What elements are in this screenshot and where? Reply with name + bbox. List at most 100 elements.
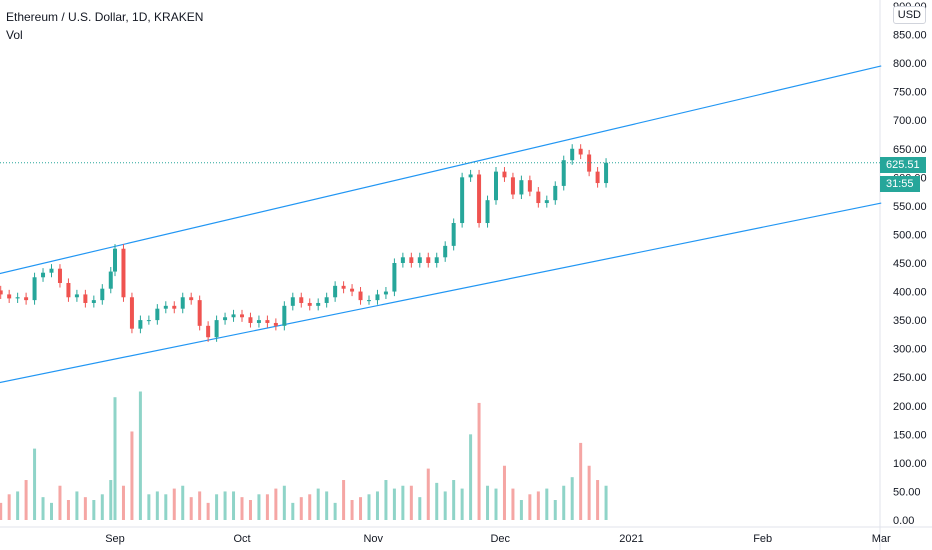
volume-bar: [562, 485, 566, 520]
volume-bar: [0, 502, 3, 520]
volume-bar: [469, 434, 473, 520]
volume-bar: [519, 500, 523, 520]
volume-bar: [291, 502, 295, 520]
candle-body: [24, 297, 29, 301]
volume-indicator-label[interactable]: Vol: [6, 28, 23, 42]
candle-body: [417, 257, 422, 263]
candle-body: [108, 271, 113, 289]
volume-bar: [299, 497, 303, 520]
volume-bar: [333, 502, 337, 520]
candle-body: [7, 294, 12, 299]
volume-bar: [401, 485, 405, 520]
volume-bar: [502, 465, 506, 520]
volume-bar: [215, 494, 219, 520]
volume-bar: [172, 488, 176, 520]
volume-bar: [138, 391, 142, 520]
volume-bar: [579, 442, 583, 520]
candle-body: [155, 308, 160, 321]
candle-body: [434, 257, 439, 263]
candle-body: [100, 288, 105, 301]
candle-body: [91, 300, 96, 303]
volume-bar: [604, 485, 608, 520]
volume-bar: [359, 497, 363, 520]
candle-body: [290, 297, 295, 306]
candle-body: [163, 305, 168, 309]
candle-body: [561, 160, 566, 186]
volume-bar: [570, 477, 574, 520]
volume-bar: [367, 494, 371, 520]
currency-button[interactable]: USD: [892, 6, 926, 24]
candle-body: [553, 185, 558, 201]
volume-bar: [350, 500, 354, 520]
y-tick-label: 650.00: [893, 144, 927, 156]
volume-bar: [308, 494, 312, 520]
volume-bar: [223, 491, 227, 520]
y-tick-label: 800.00: [893, 58, 927, 70]
volume-bar: [486, 485, 490, 520]
volume-bar: [24, 480, 28, 520]
candle-body: [443, 245, 448, 258]
candle-body: [426, 257, 431, 263]
candle-body: [341, 285, 346, 289]
candle-body: [49, 268, 54, 273]
candle-body: [485, 200, 490, 224]
volume-bar: [121, 485, 125, 520]
candle-body: [502, 171, 507, 178]
candle-body: [121, 248, 126, 298]
x-tick-label: Oct: [233, 533, 250, 545]
volume-bar: [265, 494, 269, 520]
candle-body: [265, 320, 270, 323]
y-tick-label: 100.00: [893, 458, 927, 470]
candle-body: [510, 177, 515, 195]
candle-body: [468, 174, 473, 178]
candle-body: [587, 154, 592, 172]
candle-body: [578, 148, 583, 155]
volume-bar: [545, 488, 549, 520]
volume-bar: [443, 491, 447, 520]
volume-bar: [375, 491, 379, 520]
candle-body: [240, 314, 244, 318]
y-tick-label: 300.00: [893, 344, 927, 356]
x-tick-label: Feb: [753, 533, 772, 545]
candle-body: [83, 294, 88, 303]
volume-bar: [392, 488, 396, 520]
candle-body: [66, 282, 71, 298]
candle-body: [0, 290, 3, 295]
candle-body: [172, 305, 177, 309]
y-tick-label: 850.00: [893, 30, 927, 42]
upper-channel-line: [0, 65, 882, 275]
candle-body: [595, 171, 600, 184]
candle-body: [282, 305, 287, 326]
volume-bar: [342, 480, 346, 520]
candle-body: [604, 162, 609, 184]
candle-body: [460, 177, 465, 224]
volume-bar: [274, 488, 278, 520]
candle-body: [333, 285, 338, 298]
candle-body: [527, 180, 532, 192]
candle-body: [214, 320, 219, 338]
x-tick-label: Sep: [105, 533, 125, 545]
y-tick-label: 700.00: [893, 115, 927, 127]
symbol-title: Ethereum / U.S. Dollar, 1D, KRAKEN: [6, 10, 204, 24]
volume-bar: [384, 480, 388, 520]
candle-body: [138, 320, 143, 329]
x-tick-label: 2021: [619, 533, 643, 545]
volume-bar: [587, 465, 591, 520]
volume-bar: [50, 502, 53, 520]
volume-bar: [147, 494, 151, 520]
volume-bar: [494, 488, 498, 520]
candle-body: [113, 248, 117, 272]
y-tick-label: 150.00: [893, 429, 927, 441]
volume-bar: [435, 482, 439, 520]
candle-body: [307, 302, 312, 306]
candle-body: [206, 325, 211, 338]
lower-channel-line: [0, 202, 882, 384]
candle-body: [494, 171, 498, 201]
volume-bar: [7, 494, 11, 520]
volume-bar: [248, 500, 252, 520]
x-tick-label: Dec: [490, 533, 510, 545]
volume-bar: [109, 480, 113, 520]
volume-bar: [113, 397, 117, 520]
volume-bar: [75, 491, 79, 520]
